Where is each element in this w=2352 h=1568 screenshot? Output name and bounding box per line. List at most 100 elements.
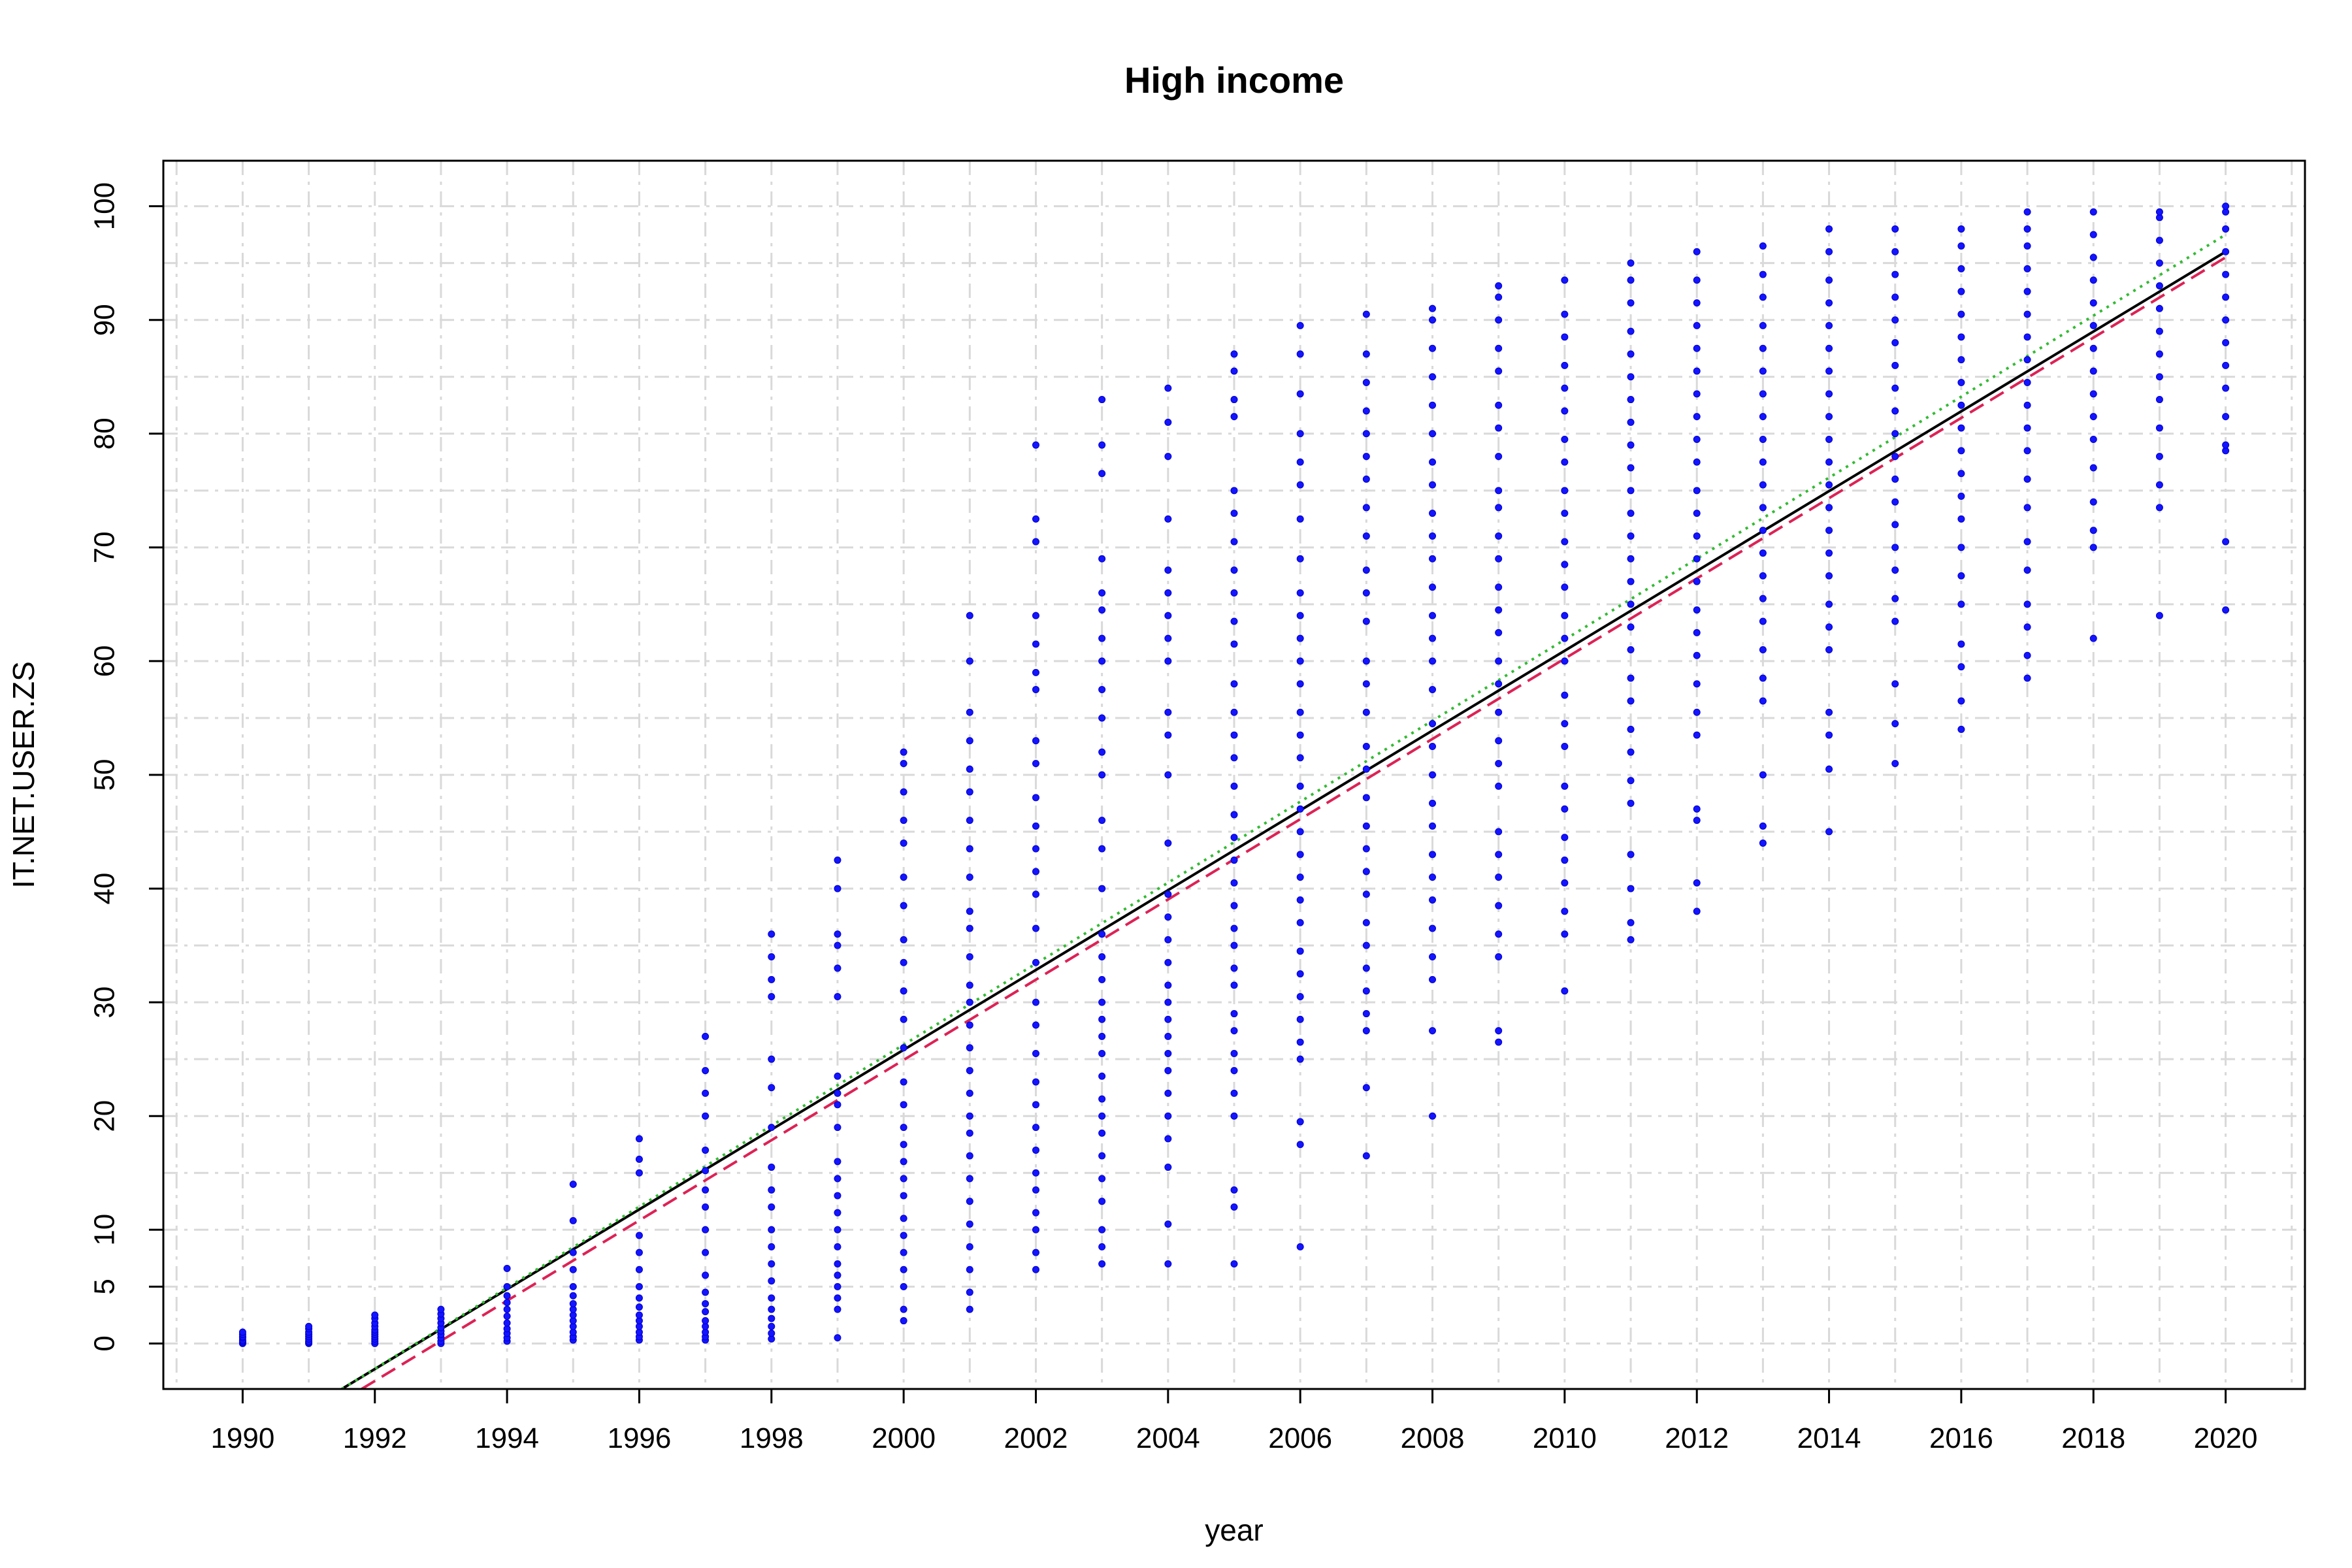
data-point bbox=[1296, 782, 1304, 790]
data-point bbox=[1429, 822, 1437, 830]
data-point bbox=[834, 885, 841, 892]
data-point bbox=[1561, 782, 1569, 790]
x-tick-label: 1990 bbox=[210, 1422, 274, 1454]
y-tick-label: 90 bbox=[89, 304, 121, 336]
data-point bbox=[1561, 879, 1569, 887]
data-point bbox=[635, 1294, 643, 1302]
data-point bbox=[1032, 1021, 1039, 1029]
data-point bbox=[966, 1021, 973, 1029]
data-point bbox=[2089, 299, 2097, 307]
data-point bbox=[900, 936, 907, 943]
data-point bbox=[1032, 612, 1039, 619]
data-point bbox=[702, 1308, 710, 1316]
data-point bbox=[702, 1112, 710, 1120]
data-point bbox=[1164, 515, 1172, 523]
data-point bbox=[1230, 964, 1238, 972]
data-point bbox=[2089, 231, 2097, 238]
data-point bbox=[1693, 532, 1701, 540]
data-point bbox=[1230, 834, 1238, 841]
data-point bbox=[1627, 259, 1635, 267]
data-point bbox=[1429, 874, 1437, 881]
data-point bbox=[1362, 987, 1370, 995]
data-point bbox=[900, 1015, 907, 1023]
data-point bbox=[1429, 742, 1437, 750]
data-point bbox=[2023, 600, 2031, 608]
data-point bbox=[966, 612, 973, 619]
data-point bbox=[1759, 367, 1767, 375]
data-point bbox=[2222, 316, 2230, 324]
data-point bbox=[966, 765, 973, 773]
data-point bbox=[1495, 874, 1503, 881]
data-point bbox=[1693, 276, 1701, 284]
data-point bbox=[900, 958, 907, 966]
data-point bbox=[503, 1264, 511, 1272]
data-point bbox=[1957, 356, 1965, 364]
data-point bbox=[1164, 708, 1172, 716]
data-point bbox=[2155, 208, 2163, 216]
data-point bbox=[2023, 287, 2031, 295]
data-point bbox=[1561, 930, 1569, 938]
data-point bbox=[2155, 259, 2163, 267]
data-point bbox=[1362, 845, 1370, 853]
data-point bbox=[569, 1249, 577, 1256]
data-point bbox=[1957, 378, 1965, 386]
data-point bbox=[1561, 834, 1569, 841]
data-point bbox=[900, 1215, 907, 1222]
data-point bbox=[1495, 680, 1503, 688]
data-point bbox=[966, 817, 973, 825]
data-point bbox=[503, 1319, 511, 1327]
data-point bbox=[1429, 555, 1437, 563]
data-point bbox=[1627, 777, 1635, 785]
data-point bbox=[966, 1152, 973, 1160]
x-tick-label: 2002 bbox=[1004, 1422, 1068, 1454]
data-point bbox=[1098, 998, 1106, 1006]
data-point bbox=[1230, 367, 1238, 375]
data-point bbox=[569, 1282, 577, 1290]
data-point bbox=[1891, 384, 1899, 392]
data-point bbox=[1759, 293, 1767, 301]
data-point bbox=[1891, 680, 1899, 688]
data-point bbox=[1296, 1118, 1304, 1126]
data-point bbox=[2023, 310, 2031, 318]
data-point bbox=[1825, 765, 1833, 773]
data-point bbox=[1693, 555, 1701, 563]
data-point bbox=[1296, 555, 1304, 563]
data-point bbox=[1032, 441, 1039, 449]
data-point bbox=[1495, 657, 1503, 665]
data-point bbox=[1032, 998, 1039, 1006]
data-point bbox=[966, 657, 973, 665]
data-point bbox=[1759, 595, 1767, 602]
data-point bbox=[1230, 857, 1238, 864]
data-point bbox=[2023, 424, 2031, 432]
data-point bbox=[1362, 475, 1370, 483]
data-point bbox=[1362, 742, 1370, 750]
data-point bbox=[1957, 725, 1965, 733]
data-point bbox=[1495, 453, 1503, 461]
data-point bbox=[1032, 668, 1039, 676]
data-point bbox=[1561, 538, 1569, 546]
data-point bbox=[1296, 458, 1304, 466]
data-point bbox=[1561, 691, 1569, 699]
data-point bbox=[1627, 418, 1635, 426]
data-point bbox=[1495, 293, 1503, 301]
data-point bbox=[1098, 953, 1106, 961]
data-point bbox=[768, 1203, 776, 1211]
data-point bbox=[1429, 458, 1437, 466]
data-point bbox=[1495, 1027, 1503, 1035]
data-point bbox=[1759, 822, 1767, 830]
y-tick-label: 70 bbox=[89, 531, 121, 563]
data-point bbox=[2222, 441, 2230, 449]
data-point bbox=[900, 748, 907, 756]
y-axis-label: IT.NET.USER.ZS bbox=[7, 661, 41, 889]
data-point bbox=[1759, 617, 1767, 625]
data-point bbox=[1230, 1112, 1238, 1120]
data-point bbox=[1759, 549, 1767, 557]
data-point bbox=[1957, 242, 1965, 250]
data-point bbox=[2023, 447, 2031, 455]
data-point bbox=[702, 1167, 710, 1175]
data-point bbox=[1627, 487, 1635, 495]
x-tick-label: 2020 bbox=[2194, 1422, 2258, 1454]
data-point bbox=[1230, 1089, 1238, 1097]
data-point bbox=[1759, 458, 1767, 466]
data-point bbox=[834, 1260, 841, 1268]
